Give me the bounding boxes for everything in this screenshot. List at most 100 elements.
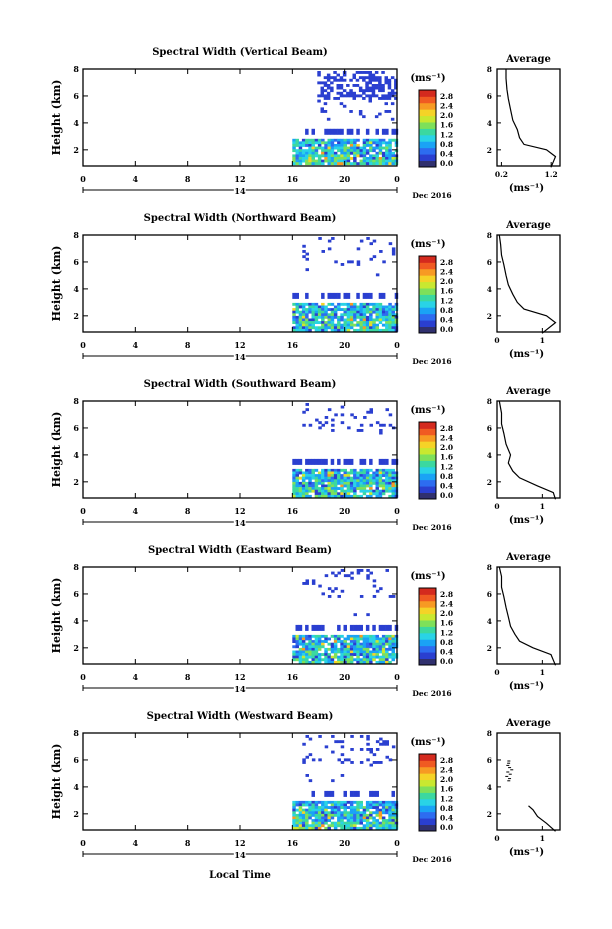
heatmap-cell [359, 637, 363, 641]
heatmap-cell [343, 484, 347, 488]
heatmap-cell [375, 468, 379, 472]
heatmap-cell [337, 647, 341, 651]
heatmap-cell [331, 750, 335, 754]
heatmap-cell [327, 487, 331, 490]
heatmap-cell [374, 115, 379, 119]
heatmap-cell [391, 816, 395, 820]
heatmap-cell [362, 313, 367, 317]
heatmap-cell [385, 640, 389, 643]
heatmap-cell [292, 292, 296, 299]
colorbar-unit-label: (ms⁻¹) [410, 737, 445, 748]
heatmap-cell [362, 481, 367, 485]
heatmap-cell [311, 655, 315, 659]
heatmap-cell [369, 481, 373, 485]
heatmap-cell [391, 250, 396, 253]
heatmap-cell [346, 481, 351, 485]
heatmap-cell [365, 328, 370, 332]
heatmap-cell [372, 790, 376, 797]
heatmap-cell [349, 658, 354, 662]
colorbar-segment [419, 760, 436, 768]
heatmap-cell [385, 468, 389, 472]
heatmap-cell [365, 315, 370, 319]
heatmap-cell [314, 159, 319, 163]
heatmap-cell [356, 479, 360, 483]
heatmap-cell [385, 624, 389, 631]
heatmap-cell [339, 78, 344, 82]
colorbar-tick-label: 1.6 [440, 453, 453, 462]
heatmap-cell [295, 310, 299, 314]
heatmap-cell [369, 658, 373, 662]
heatmap-cell [375, 315, 379, 319]
heatmap-cell [295, 151, 299, 155]
heatmap-cell [349, 94, 353, 98]
heatmap-cell [292, 315, 296, 319]
heatmap-cell [321, 803, 325, 807]
heatmap-cell [381, 647, 386, 651]
heatmap-cell [390, 91, 395, 95]
heatmap-cell [388, 471, 392, 475]
heatmap-cell [308, 305, 312, 309]
heatmap-cell [343, 492, 347, 496]
heatmap-cell [295, 474, 299, 477]
heatmap-cell [375, 487, 379, 490]
heatmap-cell [333, 78, 337, 82]
heatmap-cell [327, 494, 331, 498]
heatmap-cell [321, 326, 325, 330]
heatmap-cell [378, 310, 383, 314]
heatmap-cell [362, 813, 367, 817]
heatmap-cell [375, 803, 379, 807]
heatmap-cell [308, 816, 312, 820]
colorbar-tick-label: 2.8 [440, 424, 453, 433]
heatmap-cell [331, 735, 335, 738]
heatmap-cell [337, 128, 341, 135]
heatmap-cell [301, 310, 306, 314]
heatmap-cell [311, 821, 315, 825]
heatmap-cell [372, 479, 376, 483]
heatmap-cell [391, 826, 395, 830]
heatmap-cell [305, 323, 309, 327]
heatmap-cell [330, 157, 335, 160]
x-tick-label: 12 [234, 506, 245, 516]
heatmap-cell [353, 640, 357, 643]
heatmap-cell [298, 808, 303, 812]
y-tick-label: 4 [73, 284, 79, 294]
heatmap-cell [314, 146, 319, 150]
colorbar-unit-label: (ms⁻¹) [410, 405, 445, 416]
heatmap-cell [321, 645, 325, 649]
heatmap-cell [391, 487, 395, 490]
heatmap-cell [330, 816, 335, 820]
heatmap-cell [359, 653, 363, 656]
heatmap-cell [340, 803, 344, 807]
heatmap-cell [318, 758, 322, 762]
heatmap-cell [343, 660, 347, 664]
heatmap-cell [308, 494, 312, 498]
heatmap-cell [372, 162, 376, 166]
heatmap-cell [381, 492, 386, 496]
heatmap-cell [391, 800, 395, 804]
heatmap-cell [359, 800, 363, 804]
heatmap-cell [333, 803, 338, 807]
heatmap-cell [324, 803, 328, 807]
heatmap-cell [305, 821, 309, 825]
heatmap-cell [356, 624, 360, 631]
heatmap-cell [362, 484, 367, 488]
heatmap-cell [372, 489, 376, 493]
heatmap-cell [353, 819, 357, 822]
colorbar-tick-label: 0.8 [440, 472, 453, 481]
heatmap-cell [337, 471, 341, 475]
heatmap-cell [305, 141, 309, 145]
heatmap-cell [385, 310, 389, 314]
heatmap-cell [330, 323, 335, 327]
heatmap-cell [385, 154, 389, 158]
heatmap-cell [295, 487, 299, 490]
heatmap-cell [314, 313, 319, 317]
heatmap-cell [317, 642, 322, 646]
heatmap-cell [388, 149, 392, 153]
heatmap-cell [365, 800, 370, 804]
heatmap-cell [317, 146, 322, 150]
heatmap-cell [295, 800, 299, 804]
heatmap-cell [317, 159, 322, 163]
heatmap-cell [317, 816, 322, 820]
heatmap-cell [381, 71, 385, 74]
heatmap-cell [301, 151, 306, 155]
